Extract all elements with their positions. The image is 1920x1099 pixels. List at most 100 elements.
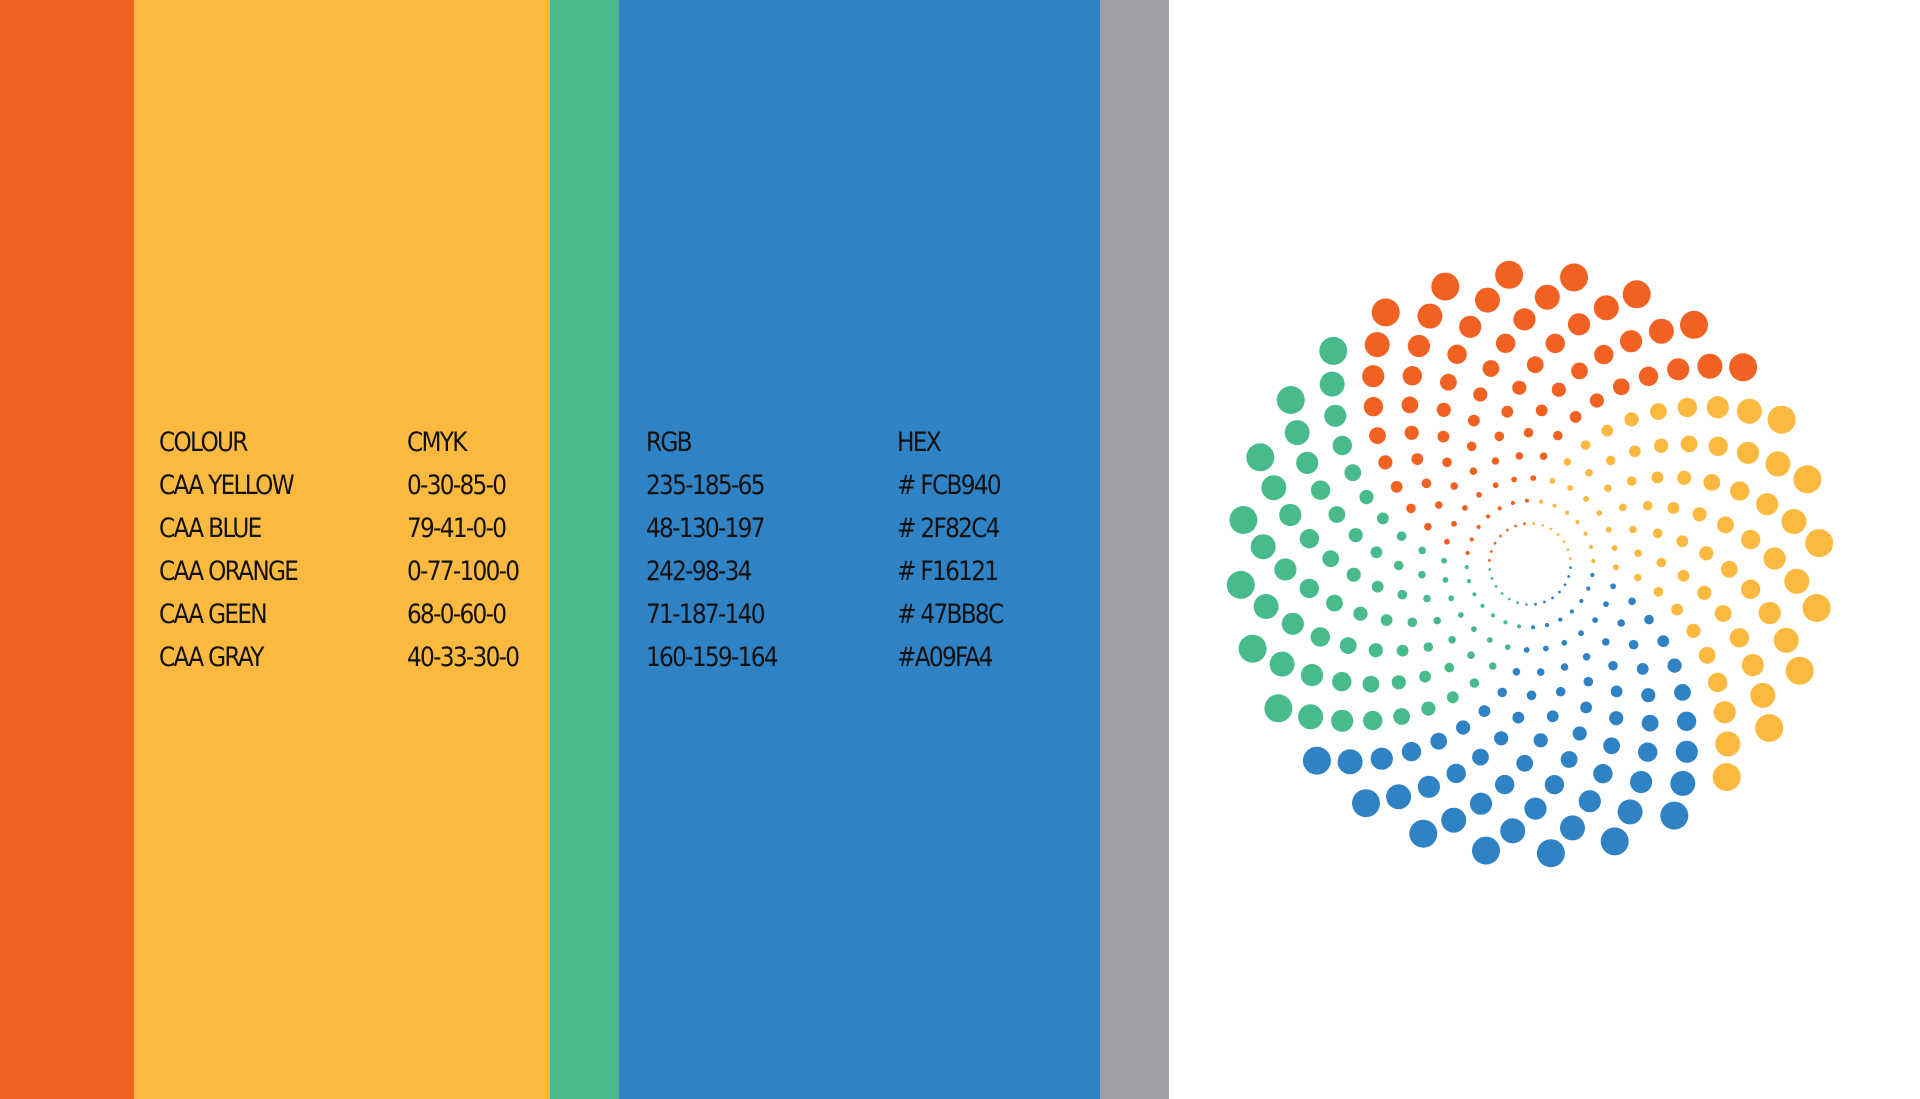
spiral-dot bbox=[1431, 272, 1460, 301]
spiral-dot bbox=[1671, 603, 1683, 616]
cmyk-value-blue: 79-41-0-0 bbox=[407, 513, 507, 544]
spiral-dot bbox=[1697, 353, 1723, 379]
spiral-dot bbox=[1561, 639, 1568, 646]
spiral-dot bbox=[1543, 645, 1549, 652]
spiral-dot bbox=[1534, 284, 1560, 310]
cmyk-header: CMYK bbox=[407, 427, 468, 458]
spiral-dot bbox=[1513, 308, 1536, 331]
spiral-dot bbox=[1253, 594, 1279, 619]
spiral-dot bbox=[1371, 580, 1384, 593]
spiral-dot bbox=[1493, 541, 1497, 545]
spiral-dot bbox=[1583, 496, 1589, 502]
spiral-dot bbox=[1546, 710, 1559, 723]
spiral-dot bbox=[1310, 480, 1331, 500]
spiral-dot bbox=[1580, 701, 1592, 714]
spiral-dot bbox=[1423, 594, 1431, 603]
spiral-dot bbox=[1641, 714, 1659, 732]
spiral-dot bbox=[1680, 435, 1698, 453]
spiral-dot bbox=[1468, 414, 1480, 427]
spiral-dot bbox=[1585, 469, 1593, 477]
spiral-dot bbox=[1344, 464, 1362, 482]
spiral-dot bbox=[1578, 630, 1584, 637]
spiral-dot bbox=[1563, 583, 1567, 587]
spiral-dot bbox=[1331, 709, 1354, 732]
spiral-dot bbox=[1578, 790, 1601, 813]
spiral-dot bbox=[1402, 366, 1423, 386]
rgb-column: RGB 235-185-65 48-130-197 242-98-34 71-1… bbox=[646, 421, 779, 679]
spiral-dot bbox=[1337, 749, 1363, 775]
spiral-dot bbox=[1628, 639, 1639, 650]
spiral-dot bbox=[1636, 663, 1649, 675]
spiral-dot bbox=[1495, 333, 1516, 353]
spiral-dot bbox=[1488, 568, 1492, 571]
spiral-dot bbox=[1507, 597, 1511, 601]
spiral-dot bbox=[1465, 550, 1470, 556]
orange-swatch-stripe bbox=[0, 0, 134, 1099]
cmyk-column: CMYK 0-30-85-0 79-41-0-0 0-77-100-0 68-0… bbox=[407, 421, 520, 679]
spiral-dot bbox=[1442, 577, 1449, 583]
spiral-dot bbox=[1677, 397, 1698, 418]
spiral-dot bbox=[1562, 540, 1566, 543]
colour-name-orange: CAA ORANGE bbox=[159, 556, 299, 587]
spiral-dot bbox=[1651, 471, 1664, 484]
spiral-dot bbox=[1802, 594, 1831, 622]
spiral-dot bbox=[1499, 534, 1502, 538]
spiral-dot bbox=[1652, 528, 1663, 539]
spiral-dot bbox=[1409, 819, 1438, 848]
spiral-dot bbox=[1269, 651, 1295, 677]
hex-value-orange: # F16121 bbox=[897, 556, 999, 587]
spiral-dot bbox=[1488, 559, 1491, 562]
spiral-dot bbox=[1629, 445, 1641, 458]
spiral-dot bbox=[1538, 499, 1544, 504]
spiral-dot bbox=[1469, 792, 1493, 815]
spiral-dot bbox=[1677, 569, 1690, 582]
spiral-dot bbox=[1535, 404, 1548, 417]
spiral-dot bbox=[1708, 436, 1728, 456]
spiral-dot bbox=[1588, 544, 1594, 550]
spiral-dot bbox=[1348, 528, 1363, 543]
spiral-dot bbox=[1729, 628, 1750, 648]
spiral-dot bbox=[1549, 478, 1556, 484]
spiral-dot bbox=[1423, 642, 1434, 652]
spiral-dot bbox=[1602, 638, 1610, 646]
spiral-dot bbox=[1609, 711, 1624, 726]
spiral-dot bbox=[1741, 654, 1764, 677]
spiral-dot bbox=[1532, 522, 1535, 525]
spiral-dot bbox=[1504, 644, 1511, 650]
spiral-dot bbox=[1781, 509, 1807, 534]
spiral-dot bbox=[1437, 430, 1450, 443]
spiral-dot bbox=[1596, 510, 1603, 516]
spiral-dot bbox=[1654, 438, 1669, 453]
spiral-dot bbox=[1741, 529, 1761, 550]
spiral-dot bbox=[1378, 455, 1393, 470]
spiral-dot bbox=[1459, 315, 1482, 338]
spiral-dot bbox=[1608, 660, 1618, 671]
spiral-dot bbox=[1558, 590, 1561, 594]
spiral-dot bbox=[1534, 602, 1537, 606]
hex-value-blue: # 2F82C4 bbox=[897, 513, 1000, 544]
spiral-dot bbox=[1523, 427, 1534, 438]
spiral-dot bbox=[1396, 644, 1409, 657]
spiral-dot bbox=[1469, 537, 1474, 542]
spiral-dot bbox=[1516, 601, 1519, 605]
spiral-dot bbox=[1322, 550, 1340, 568]
spiral-dot bbox=[1396, 531, 1407, 541]
spiral-dot bbox=[1494, 731, 1509, 746]
spiral-dot bbox=[1551, 382, 1566, 397]
spiral-dot bbox=[1393, 708, 1410, 725]
spiral-dot bbox=[1626, 476, 1637, 486]
spiral-dot bbox=[1551, 596, 1554, 600]
spiral-dot bbox=[1560, 663, 1569, 671]
spiral-dot bbox=[1582, 653, 1591, 661]
hex-header: HEX bbox=[897, 427, 942, 458]
spiral-dot bbox=[1555, 686, 1566, 697]
spiral-dot bbox=[1593, 764, 1613, 784]
spiral-dot bbox=[1377, 512, 1389, 525]
spiral-dot bbox=[1630, 770, 1653, 794]
spiral-dot bbox=[1699, 546, 1714, 561]
spiral-dot bbox=[1667, 502, 1680, 514]
spiral-dot bbox=[1362, 365, 1385, 388]
spiral-dot bbox=[1424, 522, 1432, 531]
spiral-dot bbox=[1363, 397, 1384, 417]
spiral-dot bbox=[1758, 601, 1781, 625]
